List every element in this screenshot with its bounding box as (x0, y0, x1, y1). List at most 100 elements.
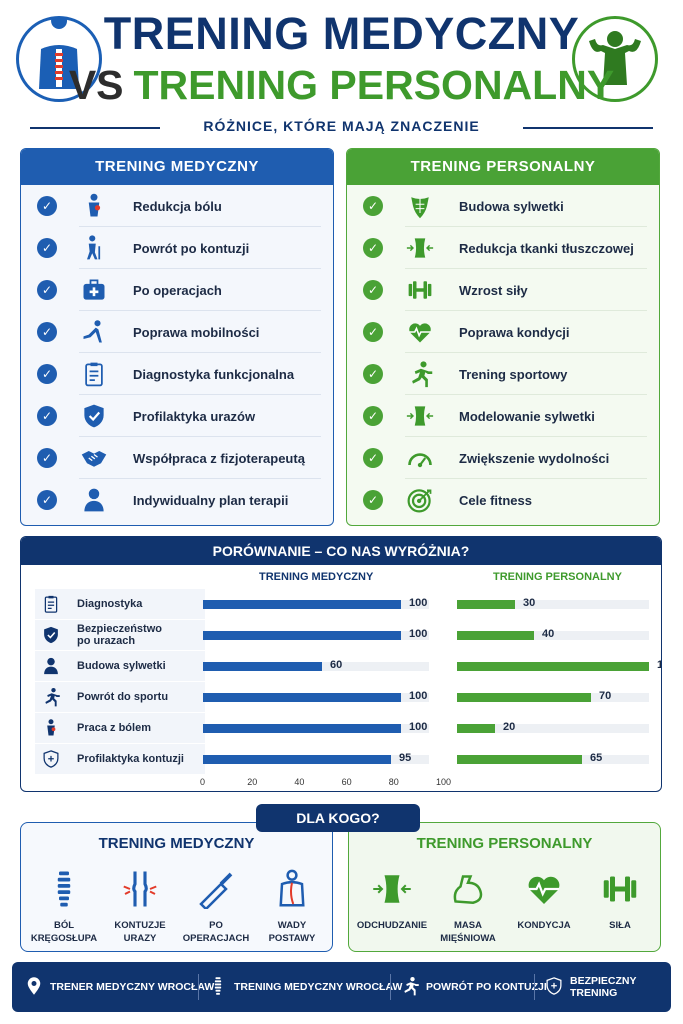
medical-value-label: 60 (330, 659, 343, 671)
category-label: Profilaktyka kontuzji (77, 753, 184, 765)
for-whom-item: WADY POSTAWY (255, 867, 329, 945)
heart-pulse-icon (405, 317, 435, 347)
feature-item: ✓ Poprawa kondycji (347, 311, 659, 353)
divider (405, 352, 647, 353)
for-whom-item: BÓL KRĘGOSŁUPA (27, 867, 101, 945)
personal-bar (457, 755, 582, 764)
footer-item-label: TRENING MEDYCZNY WROCŁAW (234, 981, 403, 993)
check-icon: ✓ (363, 196, 383, 216)
feature-label: Diagnostyka funkcjonalna (133, 366, 295, 382)
divider (405, 394, 647, 395)
personal-value-label: 30 (523, 597, 536, 609)
footer-bar: TRENER MEDYCZNY WROCŁAW TRENING MEDYCZNY … (12, 962, 671, 1012)
medical-bar (203, 662, 322, 671)
comparison-section: PORÓWNANIE – CO NAS WYRÓŻNIA? TRENING ME… (20, 536, 662, 792)
footer-item-label: POWRÓT PO KONTUZJI (426, 981, 547, 993)
row-background (35, 713, 205, 743)
walking-cane-icon (79, 233, 109, 263)
medical-value-label: 100 (409, 721, 428, 733)
for-whom-item: SIŁA (583, 867, 657, 932)
for-whom-label: SIŁA (583, 919, 657, 932)
runner-icon (400, 976, 426, 999)
runner-icon (405, 359, 435, 389)
feature-label: Poprawa kondycji (459, 324, 570, 340)
comparison-row: Budowa sylwetki 60 100 (21, 651, 661, 681)
subtitle: RÓŻNICE, KTÓRE MAJĄ ZNACZENIE (203, 118, 480, 134)
comparison-row: Powrót do sportu 100 70 (21, 682, 661, 712)
handshake-icon (79, 443, 109, 473)
feature-label: Wzrost siły (459, 282, 528, 298)
feature-label: Redukcja bólu (133, 198, 222, 214)
personal-bar (457, 724, 495, 733)
for-whom-label: WADY POSTAWY (255, 919, 329, 945)
personal-value-label: 100 (657, 659, 661, 671)
pain-back-icon (41, 718, 61, 738)
waist-icon (405, 233, 435, 263)
for-whom-label-line1: PO (209, 920, 223, 931)
title-personal: TRENING PERSONALNY (133, 62, 615, 108)
person-icon (41, 656, 61, 676)
feature-item: ✓ Powrót po kontuzji (21, 227, 333, 269)
check-icon: ✓ (37, 406, 57, 426)
clipboard-icon (41, 594, 61, 614)
divider (79, 394, 321, 395)
medical-bar-track (203, 600, 429, 609)
medical-value-label: 100 (409, 597, 428, 609)
medical-bar (203, 693, 401, 702)
feature-label: Redukcja tkanki tłuszczowej (459, 240, 634, 256)
shield-plus-icon (544, 976, 570, 999)
for-whom-personal-panel: TRENING PERSONALNY ODCHUDZANIE MASA MIĘŚNI… (348, 822, 661, 952)
pain-back-icon (79, 191, 109, 221)
for-whom-label-line2: OPERACJACH (182, 933, 250, 944)
for-whom-label: DLA KOGO? (256, 804, 420, 832)
comparison-title: PORÓWNANIE – CO NAS WYRÓŻNIA? (21, 537, 661, 565)
medical-bar-track (203, 662, 429, 671)
check-icon: ✓ (37, 280, 57, 300)
category-label: Praca z bólem (77, 722, 151, 734)
medical-bar (203, 631, 401, 640)
check-icon: ✓ (363, 364, 383, 384)
feature-label: Profilaktyka urazów (133, 408, 256, 424)
dumbbell-icon (405, 275, 435, 305)
for-whom-personal-title: TRENING PERSONALNY (416, 835, 593, 852)
divider (405, 226, 647, 227)
dumbbell-icon (583, 867, 657, 911)
feature-item: ✓ Indywidualny plan terapii (21, 479, 333, 521)
waist-icon (405, 401, 435, 431)
shield-check-icon (41, 625, 61, 645)
torso-icon (405, 191, 435, 221)
bicep-icon (431, 867, 505, 911)
heart-pulse-icon (507, 867, 581, 911)
footer-item: TRENER MEDYCZNY WROCŁAW (24, 962, 214, 1012)
feature-label: Powrót po kontuzji (133, 240, 250, 256)
medical-spine-logo (16, 13, 102, 102)
personal-bar (457, 662, 649, 671)
category-line: po urazach (77, 635, 136, 647)
row-background (35, 744, 205, 774)
feature-item: ✓ Współpraca z fizjoterapeutą (21, 437, 333, 479)
personal-panel-title: TRENING PERSONALNY (347, 149, 659, 185)
axis-tick-label: 80 (388, 777, 399, 787)
axis-tick-label: 100 (436, 777, 452, 787)
for-whom-label-line2: POSTAWY (268, 933, 316, 944)
feature-item: ✓ Zwiększenie wydolności (347, 437, 659, 479)
for-whom-label: KONTUZJE URAZY (103, 919, 177, 945)
feature-label: Cele fitness (459, 492, 532, 508)
category-line: Diagnostyka (77, 598, 143, 610)
for-whom-label-line1: ODCHUDZANIE (356, 920, 428, 931)
category-label: Budowa sylwetki (77, 660, 166, 672)
category-line: Praca z bólem (77, 722, 151, 734)
for-whom-label-line2: KRĘGOSŁUPA (30, 933, 98, 944)
divider (79, 478, 321, 479)
footer-item: BEZPIECZNY TRENING (544, 962, 671, 1012)
personal-bar-track (457, 693, 649, 702)
check-icon: ✓ (363, 322, 383, 342)
muscle-man-icon (589, 31, 641, 85)
feature-label: Zwiększenie wydolności (459, 450, 610, 466)
person-icon (79, 485, 109, 515)
comparison-row: Diagnostyka 100 30 (21, 589, 661, 619)
medical-bar-track (203, 724, 429, 733)
feature-item: ✓ Modelowanie sylwetki (347, 395, 659, 437)
personal-bar-track (457, 600, 649, 609)
personal-value-label: 20 (503, 721, 516, 733)
